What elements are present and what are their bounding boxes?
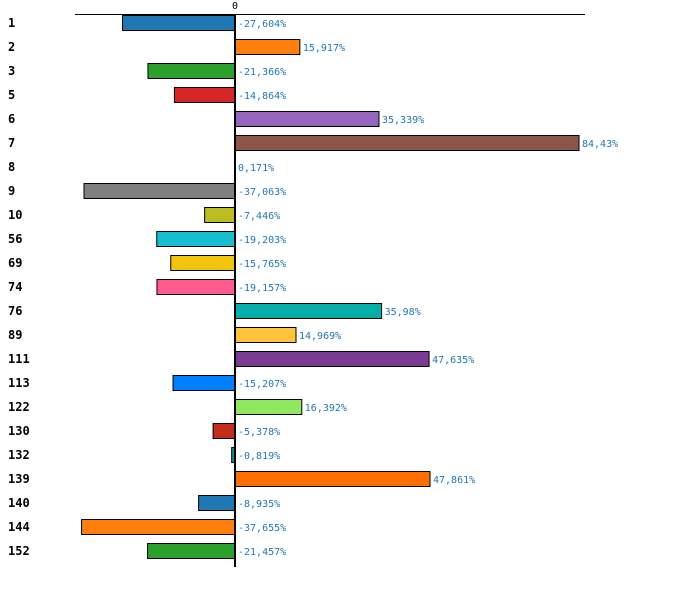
category-label: 1 xyxy=(8,16,15,30)
bar xyxy=(156,231,236,247)
value-label: -37,063% xyxy=(238,187,286,198)
category-label: 3 xyxy=(8,64,15,78)
bar xyxy=(122,15,236,31)
category-label: 111 xyxy=(8,352,30,366)
value-label: -15,765% xyxy=(238,259,286,270)
bar xyxy=(234,399,303,415)
value-label: -8,935% xyxy=(238,499,280,510)
value-label: 35,98% xyxy=(385,307,421,318)
category-label: 140 xyxy=(8,496,30,510)
bar xyxy=(212,423,236,439)
value-label: 47,861% xyxy=(433,475,475,486)
bar xyxy=(204,207,236,223)
zero-tick-label: 0 xyxy=(232,1,238,12)
category-label: 74 xyxy=(8,280,22,294)
value-label: -19,157% xyxy=(238,283,286,294)
category-label: 9 xyxy=(8,184,15,198)
bar xyxy=(234,327,297,343)
bar xyxy=(234,135,580,151)
bar xyxy=(147,63,236,79)
category-label: 10 xyxy=(8,208,22,222)
category-label: 152 xyxy=(8,544,30,558)
value-label: -0,819% xyxy=(238,451,280,462)
bar xyxy=(81,519,236,535)
category-label: 132 xyxy=(8,448,30,462)
category-label: 113 xyxy=(8,376,30,390)
bar xyxy=(234,111,380,127)
value-label: 47,635% xyxy=(432,355,474,366)
bar xyxy=(234,39,301,55)
value-label: -37,655% xyxy=(238,523,286,534)
bar xyxy=(234,303,383,319)
category-label: 2 xyxy=(8,40,15,54)
category-label: 56 xyxy=(8,232,22,246)
value-label: -19,203% xyxy=(238,235,286,246)
value-label: 84,43% xyxy=(582,139,618,150)
category-label: 122 xyxy=(8,400,30,414)
value-label: 14,969% xyxy=(299,331,341,342)
category-label: 5 xyxy=(8,88,15,102)
value-label: -14,864% xyxy=(238,91,286,102)
category-label: 76 xyxy=(8,304,22,318)
bar xyxy=(156,279,236,295)
bar xyxy=(172,375,236,391)
value-label: 0,171% xyxy=(238,163,274,174)
category-label: 69 xyxy=(8,256,22,270)
value-label: -21,457% xyxy=(238,547,286,558)
category-label: 89 xyxy=(8,328,22,342)
value-label: -21,366% xyxy=(238,67,286,78)
bar xyxy=(234,471,431,487)
category-label: 144 xyxy=(8,520,30,534)
bar xyxy=(234,351,430,367)
category-label: 139 xyxy=(8,472,30,486)
value-label: 16,392% xyxy=(305,403,347,414)
category-label: 8 xyxy=(8,160,15,174)
value-label: -7,446% xyxy=(238,211,280,222)
value-label: -15,207% xyxy=(238,379,286,390)
value-label: 35,339% xyxy=(382,115,424,126)
bar xyxy=(170,255,236,271)
bar xyxy=(83,183,236,199)
category-label: 6 xyxy=(8,112,15,126)
value-label: -5,378% xyxy=(238,427,280,438)
category-label: 130 xyxy=(8,424,30,438)
bar xyxy=(147,543,236,559)
value-label: 15,917% xyxy=(303,43,345,54)
bar xyxy=(198,495,236,511)
value-label: -27,604% xyxy=(238,19,286,30)
bar xyxy=(173,87,236,103)
category-label: 7 xyxy=(8,136,15,150)
